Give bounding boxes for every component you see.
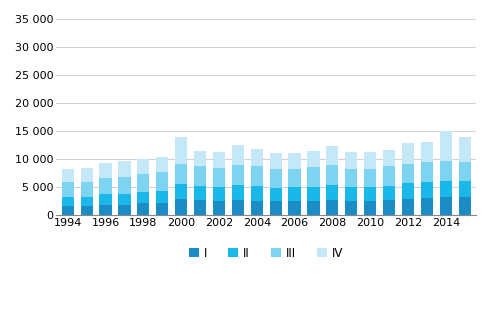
Bar [99,163,111,178]
Bar [250,149,263,166]
Bar [232,144,244,165]
Bar [99,194,111,205]
Bar [383,150,395,166]
Bar [213,201,225,215]
Bar [213,187,225,201]
Bar [250,201,263,215]
Bar [175,184,187,199]
Bar [81,206,93,215]
Bar [459,137,471,162]
Bar [459,162,471,181]
Bar [61,169,74,182]
Bar [459,181,471,197]
Bar [459,197,471,215]
Bar [250,166,263,186]
Bar [61,182,74,197]
Bar [364,169,376,187]
Bar [307,187,320,201]
Bar [364,201,376,215]
Bar [137,203,149,215]
Bar [288,187,300,201]
Bar [137,174,149,192]
Bar [137,192,149,203]
Bar [137,159,149,174]
Bar [439,161,452,181]
Bar [402,199,414,215]
Bar [232,165,244,185]
Bar [383,200,395,215]
Bar [213,168,225,187]
Bar [156,172,168,191]
Bar [326,185,338,200]
Bar [421,182,433,198]
Bar [383,186,395,200]
Bar [402,183,414,199]
Bar [118,161,131,177]
Bar [307,201,320,215]
Bar [345,201,357,215]
Bar [194,166,206,186]
Bar [326,200,338,215]
Bar [156,203,168,215]
Bar [270,201,282,215]
Bar [61,197,74,206]
Bar [288,169,300,187]
Bar [421,198,433,215]
Bar [288,201,300,215]
Bar [232,185,244,200]
Bar [194,151,206,166]
Bar [81,168,93,182]
Bar [288,153,300,169]
Bar [345,152,357,169]
Bar [402,143,414,164]
Bar [156,191,168,203]
Bar [270,153,282,169]
Bar [326,165,338,185]
Bar [213,152,225,168]
Bar [439,181,452,197]
Bar [175,137,187,164]
Bar [345,187,357,201]
Bar [250,186,263,201]
Bar [118,177,131,194]
Bar [81,182,93,197]
Bar [270,169,282,188]
Bar [156,157,168,172]
Bar [421,142,433,162]
Bar [175,164,187,184]
Bar [118,194,131,205]
Legend: I, II, III, IV: I, II, III, IV [184,242,348,264]
Bar [99,178,111,194]
Bar [232,200,244,215]
Bar [364,187,376,201]
Bar [439,197,452,215]
Bar [326,146,338,165]
Bar [194,186,206,200]
Bar [270,188,282,201]
Bar [81,197,93,206]
Bar [345,169,357,187]
Bar [307,151,320,167]
Bar [402,164,414,183]
Bar [383,166,395,186]
Bar [99,205,111,215]
Bar [175,199,187,215]
Bar [364,152,376,169]
Bar [118,205,131,215]
Bar [61,206,74,215]
Bar [439,131,452,161]
Bar [421,162,433,182]
Bar [194,200,206,215]
Bar [307,167,320,187]
